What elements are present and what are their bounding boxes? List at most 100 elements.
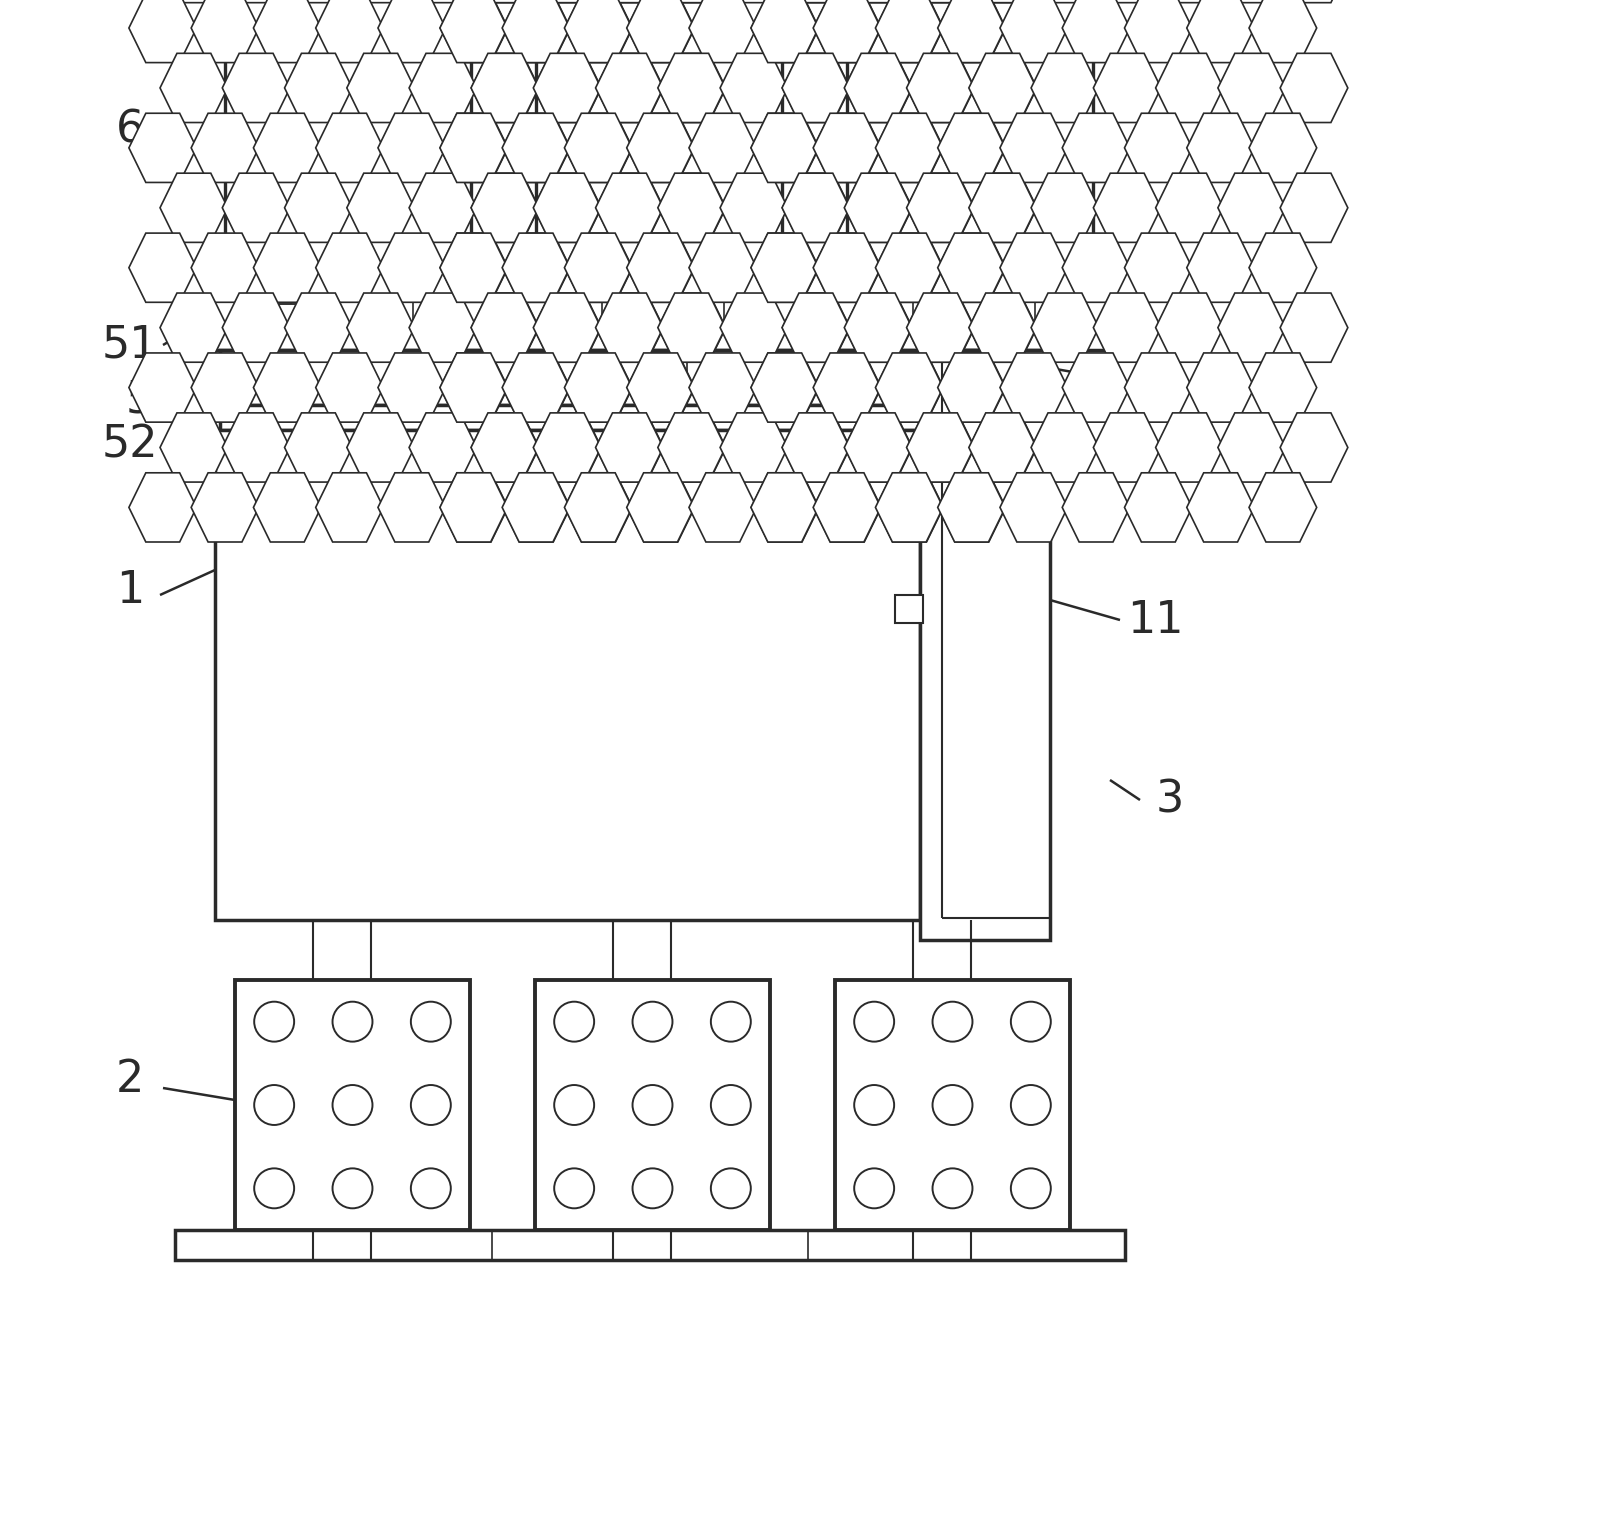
Polygon shape: [441, 0, 507, 62]
Polygon shape: [253, 472, 321, 543]
Bar: [220, 351, 920, 405]
Polygon shape: [781, 53, 849, 122]
Polygon shape: [751, 113, 818, 183]
Polygon shape: [938, 113, 1006, 183]
Ellipse shape: [633, 1169, 671, 1209]
Polygon shape: [533, 413, 600, 482]
Polygon shape: [781, 413, 849, 482]
Polygon shape: [1030, 174, 1098, 242]
Polygon shape: [905, 413, 973, 482]
Polygon shape: [938, 113, 1006, 183]
Ellipse shape: [633, 1001, 671, 1041]
Polygon shape: [968, 0, 1036, 3]
Polygon shape: [938, 354, 1006, 422]
Polygon shape: [1186, 354, 1254, 422]
Polygon shape: [968, 0, 1036, 3]
Polygon shape: [875, 354, 943, 422]
Polygon shape: [284, 0, 352, 3]
Ellipse shape: [633, 1085, 671, 1125]
Bar: [683, 300, 723, 322]
Polygon shape: [999, 0, 1067, 62]
Polygon shape: [533, 0, 600, 3]
Polygon shape: [439, 472, 507, 543]
Polygon shape: [596, 293, 663, 363]
Polygon shape: [999, 354, 1067, 422]
Polygon shape: [968, 413, 1036, 482]
Bar: [236, 980, 470, 1230]
Polygon shape: [905, 293, 973, 363]
Polygon shape: [659, 293, 725, 363]
Polygon shape: [533, 0, 600, 3]
Polygon shape: [378, 354, 445, 422]
Polygon shape: [1248, 472, 1315, 543]
Polygon shape: [813, 233, 881, 302]
Polygon shape: [1030, 0, 1098, 3]
Text: 2: 2: [116, 1059, 144, 1102]
Bar: [220, 405, 920, 430]
Polygon shape: [502, 233, 570, 302]
Ellipse shape: [554, 1085, 594, 1125]
Polygon shape: [129, 233, 197, 302]
Polygon shape: [813, 0, 881, 62]
Polygon shape: [315, 113, 383, 183]
Polygon shape: [533, 413, 600, 482]
Polygon shape: [1217, 293, 1285, 363]
Polygon shape: [938, 0, 1006, 62]
Bar: [914, 300, 952, 322]
Polygon shape: [626, 233, 694, 302]
Polygon shape: [1123, 354, 1191, 422]
Polygon shape: [563, 0, 631, 62]
Polygon shape: [938, 472, 1006, 543]
Polygon shape: [1280, 174, 1348, 242]
Polygon shape: [813, 113, 880, 183]
Polygon shape: [844, 174, 912, 242]
Ellipse shape: [332, 1085, 373, 1125]
Polygon shape: [223, 53, 291, 122]
Polygon shape: [657, 53, 725, 122]
Polygon shape: [378, 113, 445, 183]
Text: 52: 52: [102, 424, 158, 466]
Polygon shape: [844, 293, 912, 363]
Ellipse shape: [1010, 1085, 1051, 1125]
Polygon shape: [471, 293, 539, 363]
Polygon shape: [907, 174, 973, 242]
Polygon shape: [657, 0, 725, 3]
Polygon shape: [284, 293, 352, 363]
Ellipse shape: [410, 1085, 450, 1125]
Polygon shape: [659, 174, 725, 242]
Polygon shape: [190, 354, 258, 422]
Polygon shape: [844, 53, 912, 122]
Text: 1: 1: [116, 568, 144, 611]
Polygon shape: [378, 472, 445, 543]
Ellipse shape: [854, 1169, 894, 1209]
Ellipse shape: [554, 1169, 594, 1209]
Polygon shape: [689, 0, 757, 62]
Polygon shape: [471, 293, 539, 363]
Polygon shape: [781, 174, 849, 242]
Polygon shape: [533, 53, 600, 122]
Polygon shape: [720, 293, 788, 363]
Polygon shape: [1123, 113, 1191, 183]
Polygon shape: [813, 354, 880, 422]
Polygon shape: [689, 354, 757, 422]
Polygon shape: [160, 293, 228, 363]
Polygon shape: [875, 0, 943, 62]
Polygon shape: [471, 0, 539, 3]
Polygon shape: [781, 0, 849, 3]
Ellipse shape: [710, 1169, 751, 1209]
Ellipse shape: [931, 1085, 972, 1125]
Polygon shape: [781, 293, 849, 363]
Polygon shape: [596, 0, 663, 3]
Polygon shape: [160, 174, 228, 242]
Bar: [174, 322, 1125, 351]
Polygon shape: [408, 0, 476, 3]
Polygon shape: [875, 472, 943, 543]
Polygon shape: [129, 472, 197, 543]
Bar: [291, 300, 331, 322]
Polygon shape: [596, 53, 663, 122]
Polygon shape: [1186, 113, 1254, 183]
Polygon shape: [813, 472, 881, 543]
Polygon shape: [938, 233, 1006, 302]
Polygon shape: [563, 233, 631, 302]
Polygon shape: [968, 413, 1036, 482]
